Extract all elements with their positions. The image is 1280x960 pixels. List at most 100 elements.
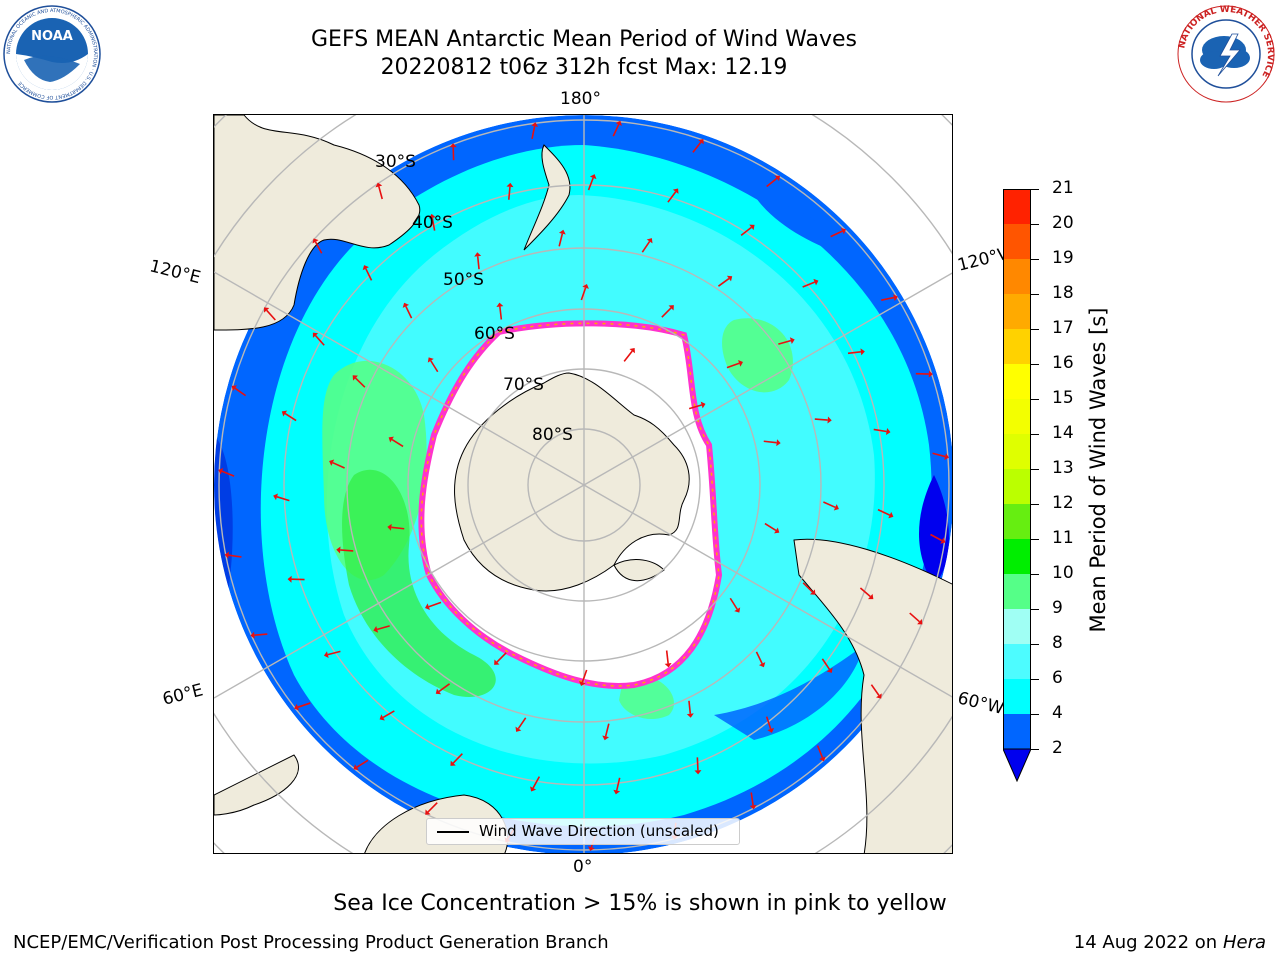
wave-direction-arrow — [250, 631, 268, 639]
wave-direction-arrow — [802, 582, 816, 595]
colorbar-band — [1003, 539, 1031, 574]
wave-direction-arrow — [821, 658, 833, 673]
colorbar-tick-mark — [1031, 574, 1039, 575]
colorbar-band — [1003, 189, 1031, 224]
wave-direction-arrow — [281, 410, 297, 422]
wave-direction-arrow — [729, 597, 741, 613]
wave-direction-arrow — [352, 375, 366, 388]
colorbar-tick-label: 13 — [1052, 458, 1074, 478]
wave-direction-arrow — [694, 757, 702, 775]
wave-direction-arrow — [717, 275, 733, 287]
wave-direction-arrow — [766, 175, 780, 188]
wave-direction-arrow — [814, 416, 832, 424]
colorbar-tick-mark — [1031, 714, 1039, 715]
wave-direction-arrow — [264, 307, 276, 321]
wave-direction-arrow — [859, 587, 874, 600]
wave-direction-arrow — [218, 468, 235, 477]
wave-direction-arrow — [664, 650, 672, 668]
wave-direction-arrow — [847, 348, 865, 356]
colorbar-tick-label: 8 — [1052, 633, 1063, 653]
wave-direction-arrow — [375, 182, 383, 200]
wave-direction-arrow — [353, 759, 369, 771]
colorbar-tick-mark — [1031, 294, 1039, 295]
wave-direction-arrow — [823, 501, 839, 511]
wave-direction-arrow — [755, 651, 766, 668]
colorbar-tick-label: 12 — [1052, 493, 1074, 513]
wave-direction-arrow — [749, 792, 757, 810]
colorbar-band — [1003, 224, 1031, 259]
wave-direction-arrow — [224, 551, 242, 559]
wave-direction-arrow — [427, 357, 439, 373]
colorbar-tick-label: 14 — [1052, 423, 1074, 443]
colorbar-tick-mark — [1031, 364, 1039, 365]
wave-direction-arrow — [373, 625, 390, 633]
wave-direction-arrow — [494, 652, 507, 665]
wave-direction-arrow — [379, 710, 395, 721]
wave-direction-arrow — [870, 684, 882, 699]
wave-direction-arrow — [449, 143, 457, 161]
lat-label-40s: 40°S — [412, 213, 453, 233]
wave-direction-arrow — [273, 493, 290, 502]
nws-logo: NATIONAL WEATHER SERVICE — [1177, 5, 1275, 103]
wave-direction-arrow — [915, 370, 933, 378]
colorbar-tick-label: 21 — [1052, 178, 1074, 198]
colorbar-band — [1003, 679, 1031, 714]
colorbar-band — [1003, 469, 1031, 504]
wave-direction-arrow — [496, 302, 504, 320]
wave-direction-arrow — [474, 252, 482, 270]
colorbar-tick-mark — [1031, 679, 1039, 680]
colorbar-band — [1003, 399, 1031, 434]
wave-direction-arrow — [686, 700, 694, 718]
colorbar-band — [1003, 329, 1031, 364]
wave-direction-arrow — [323, 650, 341, 659]
wave-direction-arrow — [515, 717, 527, 732]
wave-direction-arrow — [688, 401, 706, 410]
wave-direction-arrow — [816, 745, 826, 762]
colorbar-tick-label: 6 — [1052, 668, 1063, 688]
wave-direction-arrow — [312, 332, 325, 346]
colorbar-tick-mark — [1031, 259, 1039, 260]
colorbar-band — [1003, 294, 1031, 329]
wave-direction-arrow — [558, 229, 566, 247]
noaa-logo: NOAA NATIONAL OCEANIC AND ATMOSPHERIC AD… — [3, 5, 101, 103]
colorbar — [1003, 189, 1031, 782]
wave-direction-arrow — [450, 753, 463, 766]
wave-direction-arrow — [312, 238, 323, 254]
date-line: 14 Aug 2022 on Hera — [1074, 932, 1266, 953]
map-panel — [213, 114, 953, 854]
wave-direction-arrow — [641, 238, 653, 253]
date-text: 14 Aug 2022 on — [1073, 932, 1218, 953]
wave-direction-arrow — [692, 139, 704, 153]
map-legend: Wind Wave Direction (unscaled) — [426, 818, 740, 845]
wave-direction-arrow — [763, 439, 781, 447]
wave-direction-arrow — [764, 522, 780, 534]
polar-map — [214, 115, 952, 853]
wave-direction-arrow — [877, 508, 894, 519]
wave-direction-arrow — [661, 305, 674, 318]
wave-direction-arrow — [881, 294, 898, 301]
colorbar-tick-mark — [1031, 609, 1039, 610]
wave-direction-arrow — [424, 601, 442, 611]
colorbar-band — [1003, 574, 1031, 609]
wave-direction-arrow — [623, 347, 635, 362]
colorbar-band — [1003, 644, 1031, 679]
colorbar-tick-label: 17 — [1052, 318, 1074, 338]
colorbar-tick-mark — [1031, 224, 1039, 225]
chart-title: GEFS MEAN Antarctic Mean Period of Wind … — [311, 27, 857, 52]
colorbar-band — [1003, 364, 1031, 399]
colorbar-tick-mark — [1031, 189, 1039, 190]
wave-direction-arrow — [531, 122, 539, 140]
wave-direction-arrow — [909, 612, 923, 625]
wave-direction-arrow — [435, 683, 451, 695]
wave-direction-arrow — [726, 359, 744, 369]
legend-label: Wind Wave Direction (unscaled) — [479, 822, 719, 840]
wave-direction-arrow — [932, 452, 949, 460]
wave-direction-arrow — [388, 436, 404, 448]
chart-subtitle: 20220812 t06z 312h fcst Max: 12.19 — [380, 55, 788, 80]
wave-direction-arrow — [802, 278, 819, 288]
wave-direction-arrow — [336, 546, 354, 554]
lon-label-60w: 60°W — [955, 688, 1006, 720]
wave-direction-arrow — [506, 182, 514, 200]
lat-label-60s: 60°S — [474, 324, 515, 344]
colorbar-tick-mark — [1031, 399, 1039, 400]
